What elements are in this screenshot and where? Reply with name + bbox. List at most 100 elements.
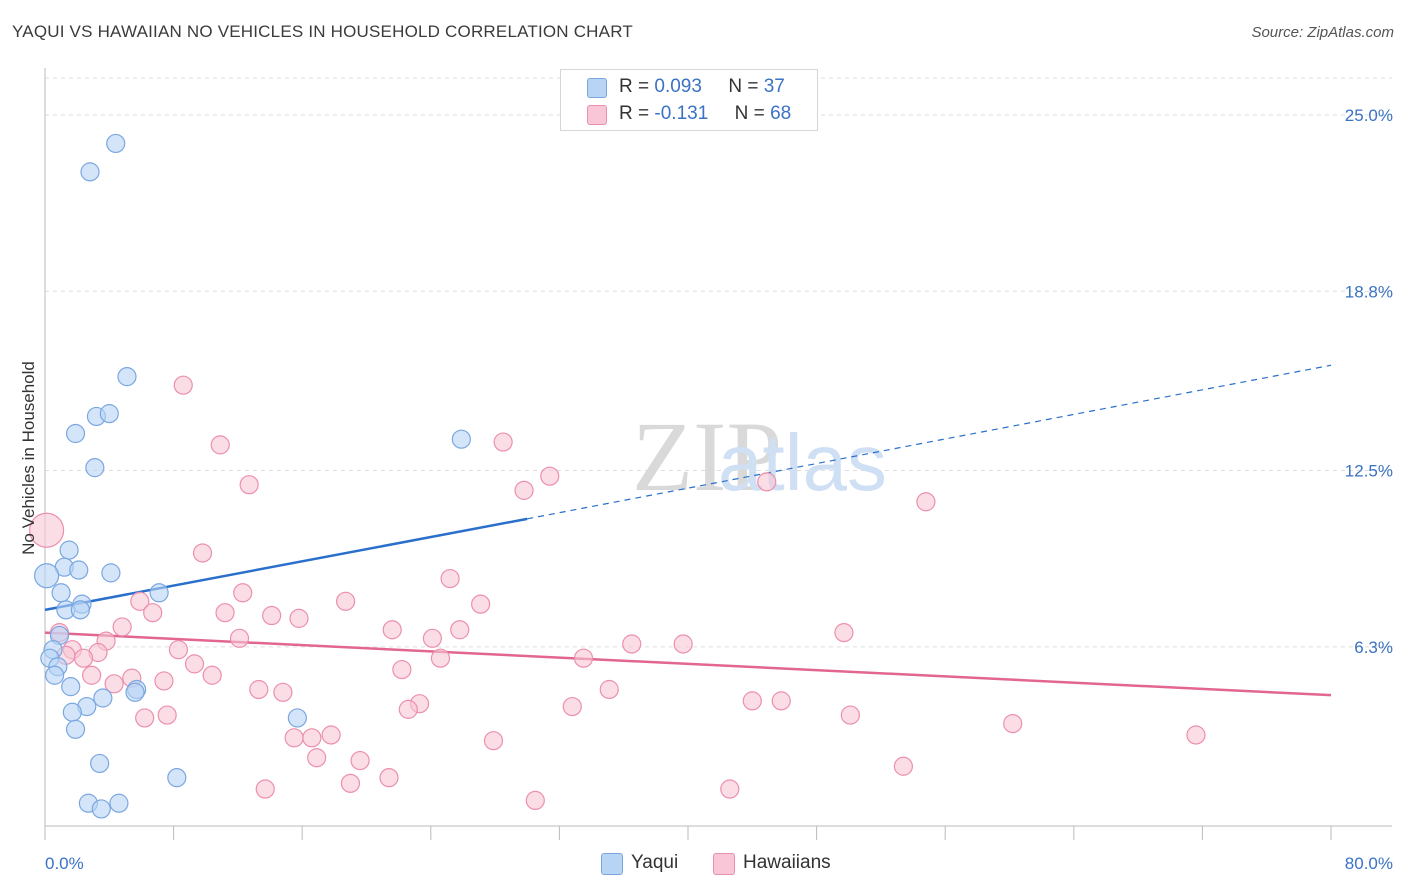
yaqui-point — [287, 708, 307, 728]
hawaiian-point — [184, 654, 205, 674]
hawaiian-point — [430, 648, 451, 668]
hawaiian-point — [112, 617, 132, 637]
legend-r-label: R = — [619, 76, 650, 97]
hawaiian-point — [382, 620, 402, 640]
hawaiian-trend-line — [44, 631, 1332, 697]
legend-n-label: N = — [734, 103, 765, 124]
source-label: Source: ZipAtlas.com — [1251, 24, 1394, 41]
yaqui-point — [117, 367, 137, 387]
yaqui-point — [167, 768, 187, 788]
yaqui-point — [451, 429, 471, 449]
legend-n-value: 37 — [763, 76, 785, 97]
hawaiians-legend-label: Hawaiians — [743, 852, 831, 873]
trend-layer — [44, 364, 1332, 697]
hawaiian-point — [202, 665, 222, 685]
x-tick-label: 80.0% — [1345, 854, 1393, 873]
legend-n-label: N = — [728, 76, 759, 97]
grid-layer — [45, 77, 1392, 648]
y-tick-label: 18.8% — [1345, 282, 1393, 301]
hawaiian-point — [82, 665, 102, 685]
hawaiian-point — [336, 591, 356, 611]
hawaiian-point — [562, 696, 582, 717]
tick-label-layer: 6.3% 12.5% 18.8% 25.0% 0.0% 80.0% — [45, 106, 1393, 873]
yaqui-trend-extension — [527, 364, 1332, 520]
yaqui-point — [101, 563, 121, 583]
hawaiian-point — [398, 699, 418, 719]
hawaiian-point — [379, 768, 399, 788]
y-tick-label: 6.3% — [1354, 638, 1393, 657]
hawaiian-point — [273, 682, 293, 702]
yaqui-point — [45, 665, 65, 685]
hawaiian-point — [392, 659, 412, 680]
hawaiian-point — [440, 568, 460, 589]
hawaiian-point — [249, 679, 269, 700]
hawaiian-point — [622, 634, 642, 654]
hawaiian-point — [233, 583, 253, 603]
hawaiian-point — [143, 603, 163, 623]
yaqui-point — [59, 540, 79, 560]
hawaiian-point — [599, 679, 619, 700]
hawaiian-point — [514, 480, 534, 500]
hawaiian-point — [239, 475, 259, 495]
x-tick-label: 0.0% — [45, 854, 84, 873]
correlation-legend: R = 0.093 N = 37 R = -0.131 N = 68 — [560, 69, 818, 131]
hawaiian-point — [289, 608, 309, 628]
hawaiian-point — [104, 674, 124, 694]
legend-r-value: 0.093 — [654, 76, 702, 97]
hawaiian-point — [757, 472, 777, 492]
yaqui-point — [99, 404, 119, 424]
hawaiian-point — [307, 748, 327, 768]
hawaiian-point — [483, 731, 504, 751]
hawaiian-point — [893, 756, 914, 776]
hawaiian-point — [573, 648, 594, 668]
hawaiian-point — [1003, 714, 1023, 734]
hawaiian-point — [742, 691, 762, 711]
chart-title: YAQUI VS HAWAIIAN NO VEHICLES IN HOUSEHO… — [12, 22, 633, 41]
axis-layer — [44, 68, 1392, 840]
hawaiians-legend-swatch — [713, 853, 735, 875]
legend-n-value: 68 — [770, 103, 792, 124]
point-layer — [29, 133, 1206, 819]
hawaiian-point — [262, 605, 282, 626]
yaqui-point — [61, 677, 81, 697]
hawaiian-point — [525, 790, 545, 811]
hawaiian-point — [135, 708, 155, 728]
yaqui-point — [34, 563, 60, 589]
yaqui-legend-label: Yaqui — [631, 852, 679, 873]
hawaiians-swatch — [587, 105, 607, 125]
y-tick-label: 12.5% — [1345, 461, 1393, 480]
hawaiian-point — [168, 640, 189, 660]
hawaiian-point — [215, 603, 235, 623]
hawaiian-point — [154, 671, 174, 691]
hawaiian-point — [350, 750, 370, 771]
hawaiian-point — [284, 728, 304, 748]
yaqui-swatch — [587, 78, 607, 98]
hawaiian-point — [834, 623, 854, 643]
hawaiian-point — [130, 591, 150, 611]
hawaiian-point — [340, 773, 361, 793]
hawaiian-point — [673, 634, 693, 654]
yaqui-point — [80, 162, 100, 182]
yaqui-point — [51, 583, 71, 603]
y-axis-label: No Vehicles in Household — [19, 361, 38, 555]
hawaiian-point — [73, 648, 94, 668]
hawaiian-point — [255, 779, 275, 799]
hawaiian-point — [540, 466, 560, 486]
hawaiian-point — [321, 725, 341, 745]
hawaiian-point — [302, 728, 322, 748]
hawaiian-point — [771, 691, 791, 711]
yaqui-point — [62, 702, 82, 722]
yaqui-point — [93, 688, 113, 708]
yaqui-point — [65, 719, 86, 739]
hawaiian-point — [192, 543, 213, 563]
hawaiian-point — [229, 628, 250, 648]
hawaiian-point — [720, 779, 740, 799]
hawaiian-point — [1186, 725, 1206, 745]
yaqui-point — [106, 133, 126, 154]
hawaiian-point — [450, 620, 470, 640]
legend-r-label: R = — [619, 103, 650, 124]
yaqui-point — [85, 458, 105, 478]
yaqui-point — [65, 423, 86, 444]
y-tick-label: 25.0% — [1345, 106, 1393, 125]
